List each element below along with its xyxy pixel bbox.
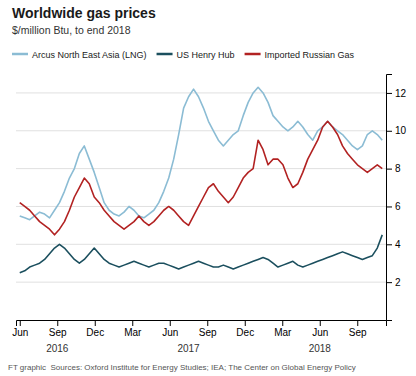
x-tick: Mar — [274, 320, 292, 338]
tick-label: 8 — [395, 163, 401, 174]
x-tick: Jun — [162, 320, 178, 338]
annotation: 2016 — [46, 343, 69, 354]
tick-mark — [386, 282, 392, 283]
axis-line — [17, 321, 387, 327]
legend-label: US Henry Hub — [177, 50, 235, 60]
x-tick: Jun — [312, 320, 328, 338]
legend-item: Arcus North East Asia (LNG) — [12, 50, 147, 60]
y-tick: 8 — [386, 163, 401, 174]
x-tick: Sep — [349, 320, 367, 338]
tick-label: Dec — [236, 327, 254, 338]
tick-mark — [282, 320, 283, 326]
y-tick: 4 — [386, 239, 401, 250]
tick-mark — [386, 206, 392, 207]
tick-label: 4 — [395, 239, 401, 250]
tick-label: Mar — [124, 327, 142, 338]
tick-mark — [95, 320, 96, 326]
tick-mark — [386, 244, 392, 245]
grid-line — [16, 244, 386, 245]
axis-line — [387, 75, 393, 321]
tick-label: Jun — [162, 327, 178, 338]
plot: Jun Sep Dec Mar Jun Sep Dec Mar Jun Sep 2 4 6 8 10 12 20… — [12, 75, 406, 355]
tick-label: 12 — [395, 88, 407, 99]
annotations: 2016 2017 2018 — [46, 343, 331, 354]
chart: Worldwide gas prices $/million Btu, to en… — [0, 0, 416, 376]
legend-label: Imported Russian Gas — [265, 50, 355, 60]
tick-label: 10 — [395, 125, 407, 136]
x-tick: Jun — [12, 320, 28, 338]
legend-item: Imported Russian Gas — [245, 50, 355, 60]
tick-mark — [357, 320, 358, 326]
series-line — [20, 235, 383, 273]
legend-swatch — [157, 53, 173, 56]
y-tick: 6 — [386, 201, 401, 212]
y-tick: 10 — [386, 125, 407, 136]
legend-item: US Henry Hub — [157, 50, 235, 60]
tick-mark — [386, 93, 392, 94]
grid-line — [16, 92, 386, 93]
grid — [16, 93, 386, 282]
x-axis: Jun Sep Dec Mar Jun Sep Dec Mar Jun Sep — [12, 320, 386, 338]
tick-label: Jun — [312, 327, 328, 338]
tick-mark — [386, 169, 392, 170]
lines — [20, 87, 383, 272]
tick-label: 6 — [395, 201, 401, 212]
x-tick: Dec — [86, 320, 104, 338]
grid-line — [16, 130, 386, 131]
grid-line — [16, 168, 386, 169]
tick-label: Dec — [86, 327, 104, 338]
tick-mark — [320, 320, 321, 326]
y-tick: 2 — [386, 277, 401, 288]
legend-swatch — [12, 53, 28, 56]
tick-mark — [57, 320, 58, 326]
x-tick: Sep — [49, 320, 67, 338]
tick-mark — [207, 320, 208, 326]
x-tick: Sep — [199, 320, 217, 338]
annotation: 2018 — [309, 343, 332, 354]
title: Worldwide gas prices — [12, 5, 156, 21]
tick-label: Mar — [274, 327, 292, 338]
subtitle: $/million Btu, to end 2018 — [12, 24, 131, 36]
legend-swatch — [245, 53, 261, 56]
y-tick: 12 — [386, 88, 407, 99]
legend-label: Arcus North East Asia (LNG) — [32, 50, 147, 60]
tick-label: Sep — [199, 327, 217, 338]
tick-label: 2 — [395, 277, 401, 288]
grid-line — [16, 282, 386, 283]
legend: Arcus North East Asia (LNG) US Henry Hub I… — [12, 50, 355, 60]
tick-mark — [20, 320, 21, 326]
tick-mark — [245, 320, 246, 326]
tick-mark — [132, 320, 133, 326]
tick-mark — [386, 131, 392, 132]
x-tick: Mar — [124, 320, 142, 338]
series-line — [20, 121, 383, 235]
tick-label: Jun — [12, 327, 28, 338]
annotation: 2017 — [177, 343, 200, 354]
tick-label: Sep — [49, 327, 67, 338]
tick-mark — [170, 320, 171, 326]
tick-label: Sep — [349, 327, 367, 338]
x-tick: Dec — [236, 320, 254, 338]
y-axis: 2 4 6 8 10 12 — [386, 75, 407, 321]
footer: FT graphic Sources: Oxford Institute for… — [8, 363, 356, 372]
